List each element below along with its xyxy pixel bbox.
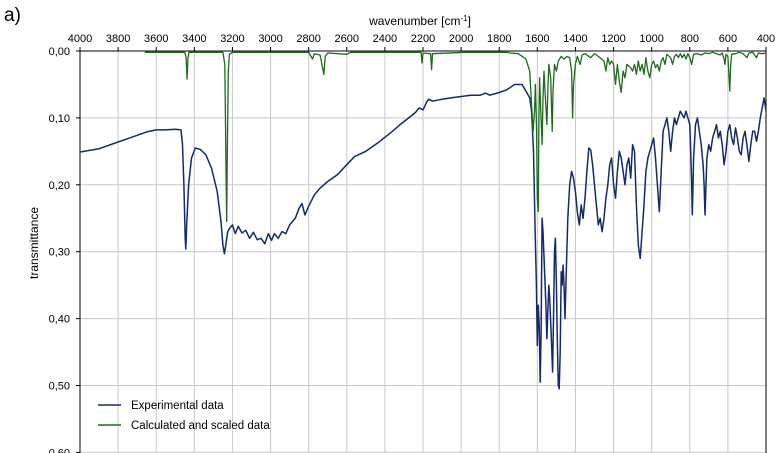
x-tick-label: 3200 [220, 33, 244, 45]
x-tick-label: 4000 [68, 33, 92, 45]
x-tick-label: 1200 [601, 33, 625, 45]
x-tick-label: 3400 [182, 33, 206, 45]
x-tick-label: 3600 [144, 33, 168, 45]
series-line-experimental [80, 83, 766, 390]
y-tick-label: 0,30 [49, 247, 70, 259]
x-tick-label: 3800 [106, 33, 130, 45]
legend: Experimental data Calculated and scaled d… [98, 400, 270, 432]
x-tick-label: 2400 [373, 33, 397, 45]
y-tick-label: 0,00 [49, 46, 70, 58]
x-tick-label: 1400 [563, 33, 587, 45]
x-tick-label: 1600 [525, 33, 549, 45]
grid [79, 50, 767, 453]
y-axis-label: transmittance [27, 207, 41, 279]
x-tick-label: 2200 [411, 33, 435, 45]
y-tick-label: 0,60 [49, 447, 70, 453]
legend-label: Calculated and scaled data [131, 420, 270, 432]
x-tick-label: 800 [681, 33, 699, 45]
y-tick-label: 0,40 [49, 314, 70, 326]
series-layer [80, 51, 766, 390]
x-tick-labels: 4000 3800 3600 3400 3200 3000 2800 2600 2400 2200… [68, 33, 775, 51]
x-tick-label: 2800 [296, 33, 320, 45]
y-tick-labels: 0,00 0,10 0,20 0,30 0,40 0,50 0,60 [49, 46, 80, 453]
x-tick-label: 1800 [487, 33, 511, 45]
panel-label: a) [4, 5, 21, 26]
x-axis-label: wavenumber [cm-1] [368, 14, 471, 29]
legend-label: Experimental data [131, 400, 224, 412]
x-tick-label: 3000 [258, 33, 282, 45]
x-tick-label: 2000 [449, 33, 473, 45]
x-tick-label: 600 [719, 33, 737, 45]
y-tick-label: 0,10 [49, 113, 70, 125]
x-tick-label: 1000 [639, 33, 663, 45]
series-line-calculated [144, 51, 766, 223]
y-tick-label: 0,50 [49, 381, 70, 393]
y-tick-label: 0,20 [49, 180, 70, 192]
x-tick-label: 2600 [335, 33, 359, 45]
x-tick-label: 400 [757, 33, 775, 45]
